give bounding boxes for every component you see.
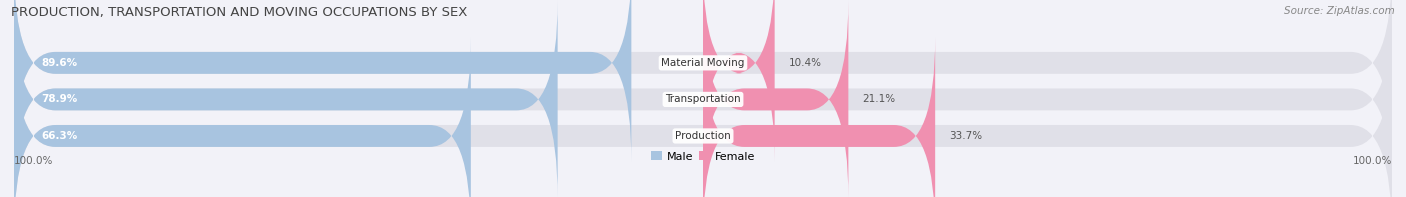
Text: PRODUCTION, TRANSPORTATION AND MOVING OCCUPATIONS BY SEX: PRODUCTION, TRANSPORTATION AND MOVING OC… [11,6,468,19]
Text: Production: Production [675,131,731,141]
Text: Transportation: Transportation [665,94,741,104]
FancyBboxPatch shape [703,1,848,197]
Text: 100.0%: 100.0% [14,156,53,166]
Text: Source: ZipAtlas.com: Source: ZipAtlas.com [1284,6,1395,16]
Text: 21.1%: 21.1% [862,94,896,104]
Text: 100.0%: 100.0% [1353,156,1392,166]
Legend: Male, Female: Male, Female [647,147,759,166]
FancyBboxPatch shape [14,0,631,162]
Text: 89.6%: 89.6% [42,58,77,68]
FancyBboxPatch shape [14,0,1392,162]
FancyBboxPatch shape [14,37,471,197]
FancyBboxPatch shape [14,1,1392,197]
FancyBboxPatch shape [703,37,935,197]
Text: 10.4%: 10.4% [789,58,821,68]
Text: 33.7%: 33.7% [949,131,981,141]
Text: 78.9%: 78.9% [42,94,77,104]
FancyBboxPatch shape [14,37,1392,197]
FancyBboxPatch shape [14,1,558,197]
Text: 66.3%: 66.3% [42,131,77,141]
Text: Material Moving: Material Moving [661,58,745,68]
FancyBboxPatch shape [703,0,775,162]
